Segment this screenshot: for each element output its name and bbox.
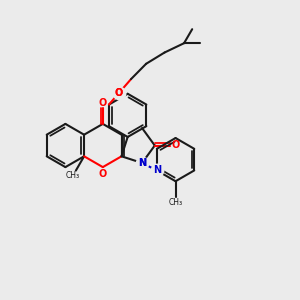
Text: N: N	[153, 165, 161, 176]
Text: CH₃: CH₃	[66, 171, 80, 180]
Text: O: O	[99, 169, 107, 179]
Text: O: O	[115, 88, 123, 98]
Text: O: O	[99, 98, 107, 108]
Text: O: O	[172, 140, 180, 151]
Text: N: N	[138, 158, 146, 168]
Text: N: N	[138, 158, 146, 168]
Text: CH₃: CH₃	[169, 198, 183, 207]
Text: O: O	[115, 88, 123, 98]
